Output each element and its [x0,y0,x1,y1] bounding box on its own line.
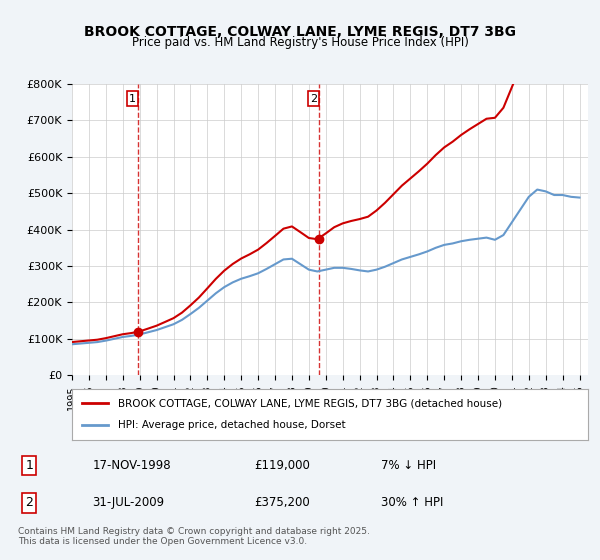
Text: £119,000: £119,000 [254,459,310,472]
Text: 2: 2 [310,94,317,104]
Text: 31-JUL-2009: 31-JUL-2009 [92,496,165,510]
Text: 2: 2 [25,496,33,510]
Text: 7% ↓ HPI: 7% ↓ HPI [380,459,436,472]
Text: Contains HM Land Registry data © Crown copyright and database right 2025.
This d: Contains HM Land Registry data © Crown c… [18,526,370,546]
Text: Price paid vs. HM Land Registry's House Price Index (HPI): Price paid vs. HM Land Registry's House … [131,36,469,49]
Text: 30% ↑ HPI: 30% ↑ HPI [380,496,443,510]
Text: 1: 1 [25,459,33,472]
Text: 1: 1 [129,94,136,104]
Text: £375,200: £375,200 [254,496,310,510]
Text: HPI: Average price, detached house, Dorset: HPI: Average price, detached house, Dors… [118,421,346,431]
Text: BROOK COTTAGE, COLWAY LANE, LYME REGIS, DT7 3BG (detached house): BROOK COTTAGE, COLWAY LANE, LYME REGIS, … [118,398,503,408]
Text: BROOK COTTAGE, COLWAY LANE, LYME REGIS, DT7 3BG: BROOK COTTAGE, COLWAY LANE, LYME REGIS, … [84,25,516,39]
Text: 17-NOV-1998: 17-NOV-1998 [92,459,171,472]
